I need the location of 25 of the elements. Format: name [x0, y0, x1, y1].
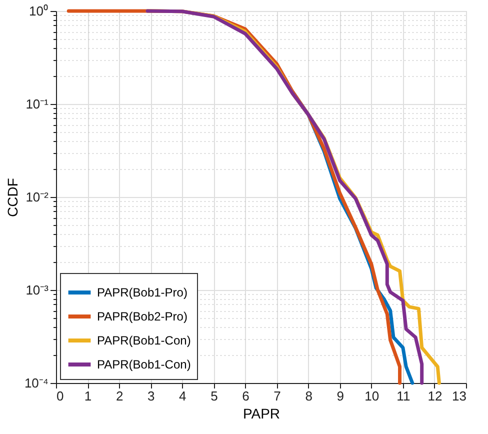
y-tick-label: 10⁻²: [26, 190, 50, 204]
x-axis-title: PAPR: [242, 406, 280, 422]
legend-label: PAPR(Bob1-Con): [97, 334, 191, 348]
x-tick-label: 1: [84, 388, 92, 404]
y-tick-label: 10⁻³: [26, 282, 50, 298]
x-tick-label: 8: [305, 388, 312, 404]
x-tick-label: 5: [210, 388, 218, 404]
x-tick-label: 3: [148, 388, 155, 404]
x-tick-label: 6: [242, 388, 250, 404]
x-tick-label: 11: [396, 388, 410, 404]
y-tick-label: 10⁰: [29, 4, 48, 18]
x-tick-label: 2: [116, 388, 124, 404]
legend-label: PAPR(Bob1-Pro): [97, 286, 188, 300]
y-axis-title: CCDF: [4, 178, 20, 217]
x-tick-label: 12: [428, 388, 442, 404]
x-tick-label: 10: [364, 388, 380, 404]
x-tick-label: 9: [336, 388, 344, 404]
x-tick-label: 13: [452, 388, 466, 404]
legend-label: PAPR(Bob1-Con): [97, 358, 191, 372]
x-tick-label: 0: [56, 388, 64, 404]
y-tick-label: 10⁻¹: [26, 96, 50, 112]
x-tick-label: 4: [179, 388, 186, 404]
x-tick-label: 7: [274, 388, 281, 404]
y-tick-label: 10⁻⁴: [24, 376, 48, 390]
legend-label: PAPR(Bob2-Pro): [97, 310, 188, 324]
